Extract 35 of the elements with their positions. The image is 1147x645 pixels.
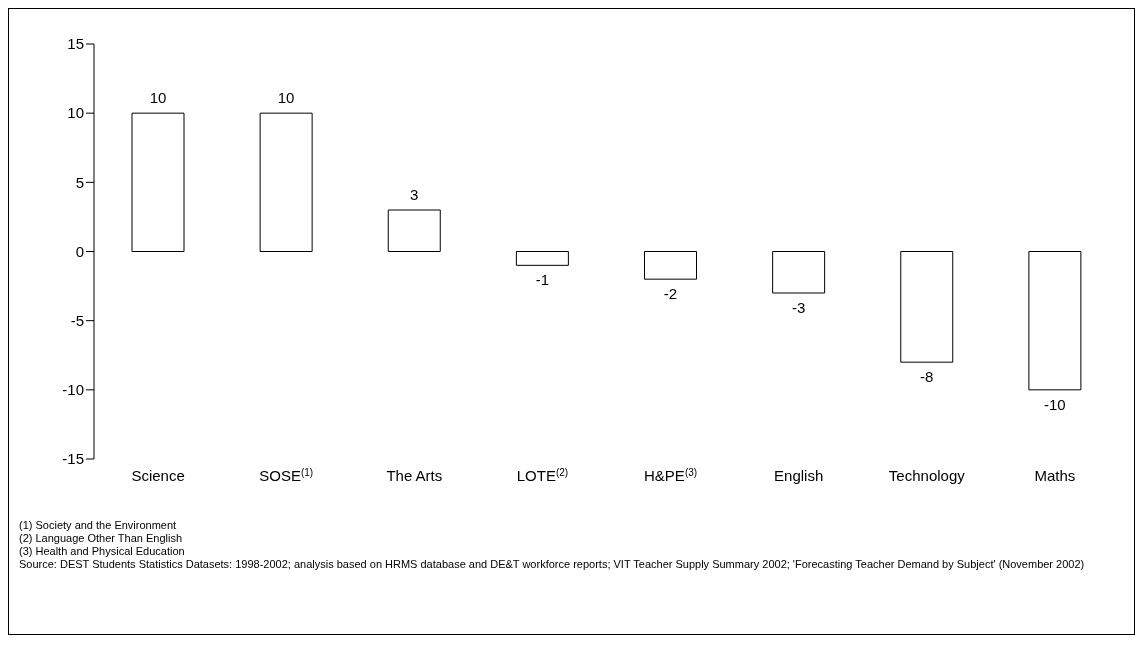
bar xyxy=(772,251,826,294)
y-tick-label: -5 xyxy=(70,311,84,329)
x-tick-label: LOTE$^{(2)}$ xyxy=(516,466,569,484)
data-label: 10 xyxy=(149,89,167,107)
bar xyxy=(131,112,185,252)
y-tick-label: -15 xyxy=(62,450,84,468)
data-label: 3 xyxy=(410,186,419,203)
x-tick-label: Science xyxy=(131,467,185,484)
bar xyxy=(644,251,697,280)
text: (3) Health and Physical Education xyxy=(19,545,186,558)
data-label: -3 xyxy=(791,299,806,316)
bar xyxy=(515,251,569,266)
y-tick-label: 0 xyxy=(75,242,84,260)
bar xyxy=(1028,251,1082,391)
x-tick-label: English xyxy=(774,467,824,484)
y-tick-label: 15 xyxy=(67,35,84,53)
y-tick-label: -10 xyxy=(62,381,84,399)
data-label: -2 xyxy=(663,285,678,303)
y-tick-label: 5 xyxy=(75,173,84,191)
bar xyxy=(259,112,313,252)
x-tick-label: Technology xyxy=(888,467,966,484)
text: (2) Language Other Than English xyxy=(19,532,184,545)
x-tick-label: SOSE$^{(1)}$ xyxy=(259,466,314,484)
x-tick-label: H&PE$^{(3)}$ xyxy=(644,466,698,484)
bar xyxy=(900,251,954,363)
data-label: -8 xyxy=(920,368,934,386)
bar xyxy=(387,209,441,252)
source-note: Source: DEST Students Statistics Datasets: 1998-2002; analysis based on HRMS database and DE&T workforce reports; VIT Teacher Supply Summary 2002; 'Forecasting Teacher Demand by Subject' (November 2002) xyxy=(19,558,1086,571)
data-label: -10 xyxy=(1044,395,1066,413)
y-tick-label: 10 xyxy=(67,104,84,122)
data-label: 10 xyxy=(277,89,295,107)
x-tick-label: The Arts xyxy=(386,467,443,484)
text: (1) Society and the Environment xyxy=(19,519,178,532)
x-tick-label: Maths xyxy=(1034,467,1076,484)
data-label: -1 xyxy=(535,271,550,289)
